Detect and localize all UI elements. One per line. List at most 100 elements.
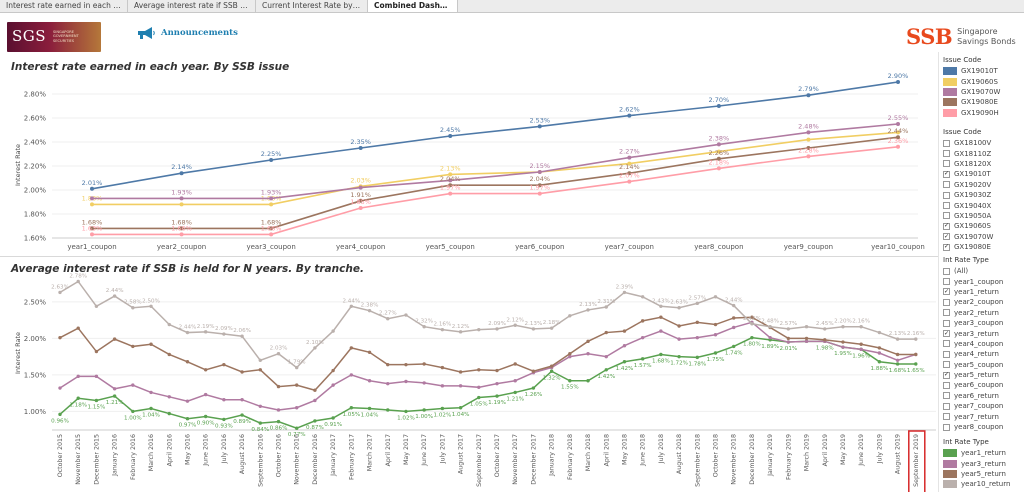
chart2-point[interactable]: [914, 337, 918, 341]
chart2-point[interactable]: [222, 332, 226, 336]
chart1-point[interactable]: [537, 183, 542, 188]
chart1-point[interactable]: [269, 226, 274, 231]
checkbox-unchecked-icon[interactable]: [943, 160, 950, 168]
chart2-point[interactable]: [276, 352, 281, 356]
filter-rate-option[interactable]: year3_coupon: [943, 318, 1003, 328]
chart2-point[interactable]: [786, 340, 791, 344]
chart1-point[interactable]: [716, 156, 721, 161]
chart2-point[interactable]: [349, 373, 354, 377]
chart2-point[interactable]: [477, 385, 481, 390]
chart1-point[interactable]: [537, 170, 542, 174]
chart1-point[interactable]: [179, 202, 184, 207]
checkbox-unchecked-icon[interactable]: [943, 340, 950, 348]
chart2-point[interactable]: [331, 383, 335, 387]
chart2-point[interactable]: [804, 339, 809, 344]
chart2-point[interactable]: [58, 290, 62, 295]
chart2-point[interactable]: [622, 290, 627, 295]
chart2-point[interactable]: [313, 388, 317, 392]
chart2-point[interactable]: [185, 330, 190, 335]
chart1-point[interactable]: [448, 134, 453, 138]
chart2-point[interactable]: [58, 335, 62, 340]
chart1-point[interactable]: [896, 144, 900, 149]
chart2-point[interactable]: [240, 398, 244, 402]
chart2-point[interactable]: [131, 383, 135, 387]
chart2-point[interactable]: [786, 336, 791, 341]
checkbox-unchecked-icon[interactable]: [943, 267, 950, 275]
chart2-point[interactable]: [531, 386, 536, 390]
chart1-point[interactable]: [179, 226, 184, 231]
chart2-point[interactable]: [367, 379, 372, 383]
chart2-point[interactable]: [604, 354, 608, 359]
chart2-point[interactable]: [185, 417, 190, 421]
chart2-point[interactable]: [258, 368, 262, 372]
checkbox-checked-icon[interactable]: ✓: [943, 287, 950, 296]
chart1-point[interactable]: [448, 191, 453, 196]
chart2-point[interactable]: [313, 346, 317, 350]
chart2-point[interactable]: [895, 358, 900, 362]
checkbox-unchecked-icon[interactable]: [943, 139, 950, 147]
chart2-point[interactable]: [586, 379, 590, 383]
chart2-point[interactable]: [841, 340, 845, 344]
chart2-point[interactable]: [422, 325, 426, 329]
chart1-point[interactable]: [269, 202, 274, 207]
chart2-point[interactable]: [258, 404, 262, 408]
chart2-point[interactable]: [640, 335, 645, 340]
chart2-series-line[interactable]: [59, 280, 916, 369]
chart2-point[interactable]: [76, 279, 80, 284]
issue-legend-item[interactable]: GX19010T: [943, 66, 1000, 76]
chart2-point[interactable]: [422, 408, 426, 412]
chart2-point[interactable]: [823, 327, 827, 331]
chart1-point[interactable]: [537, 191, 542, 196]
filter-rate-option[interactable]: year7_coupon: [943, 401, 1003, 411]
chart2-point[interactable]: [732, 316, 736, 320]
filter-rate-option[interactable]: year4_coupon: [943, 339, 1003, 349]
chart2-point[interactable]: [94, 304, 99, 308]
chart1-point[interactable]: [896, 135, 900, 140]
chart2-point[interactable]: [877, 330, 882, 335]
checkbox-unchecked-icon[interactable]: [943, 212, 950, 220]
chart2-point[interactable]: [349, 346, 354, 350]
chart1-point[interactable]: [806, 154, 811, 159]
chart2-point[interactable]: [568, 314, 572, 318]
chart2-point[interactable]: [677, 337, 681, 341]
chart2-point[interactable]: [495, 381, 499, 386]
chart2-point[interactable]: [404, 362, 408, 367]
filter-issue-option[interactable]: GX19020V: [943, 180, 993, 190]
chart1-point[interactable]: [179, 196, 184, 201]
chart2-point[interactable]: [622, 360, 627, 364]
chart2-point[interactable]: [131, 344, 135, 349]
chart2-point[interactable]: [677, 324, 681, 328]
chart1-point[interactable]: [90, 186, 94, 191]
chart2-point[interactable]: [58, 386, 62, 390]
chart2-point[interactable]: [677, 354, 681, 359]
filter-rate-option[interactable]: year5_coupon: [943, 360, 1003, 370]
chart1-point[interactable]: [448, 178, 453, 183]
chart1-point[interactable]: [806, 130, 811, 135]
chart2-point[interactable]: [768, 335, 772, 340]
chart2-point[interactable]: [331, 368, 335, 373]
filter-issue-option[interactable]: GX19050A: [943, 211, 993, 221]
chart2-point[interactable]: [859, 325, 863, 329]
filter-rate-option[interactable]: year6_coupon: [943, 380, 1003, 390]
chart1-point[interactable]: [358, 185, 363, 190]
chart1-point[interactable]: [448, 172, 453, 177]
checkbox-checked-icon[interactable]: ✓: [943, 222, 950, 230]
chart2-point[interactable]: [513, 323, 517, 327]
filter-rate-option[interactable]: ✓ year5_return: [943, 370, 1003, 380]
chart2-point[interactable]: [804, 336, 809, 341]
chart2-point[interactable]: [914, 362, 918, 366]
chart2-point[interactable]: [131, 409, 135, 414]
chart2-point[interactable]: [240, 370, 244, 374]
chart2-point[interactable]: [640, 319, 645, 323]
chart1-series-line[interactable]: [92, 131, 899, 206]
chart2-point[interactable]: [477, 327, 481, 332]
filter-rate-option[interactable]: year4_return: [943, 349, 1003, 359]
chart2-point[interactable]: [112, 337, 117, 341]
chart2-point[interactable]: [568, 352, 572, 356]
chart2-point[interactable]: [877, 351, 882, 355]
filter-issue-option[interactable]: GX18100V: [943, 138, 993, 148]
chart2-point[interactable]: [732, 344, 736, 349]
chart1-series-line[interactable]: [92, 136, 899, 230]
rate-legend-item[interactable]: year5_return: [943, 469, 1010, 479]
chart2-point[interactable]: [258, 358, 262, 362]
